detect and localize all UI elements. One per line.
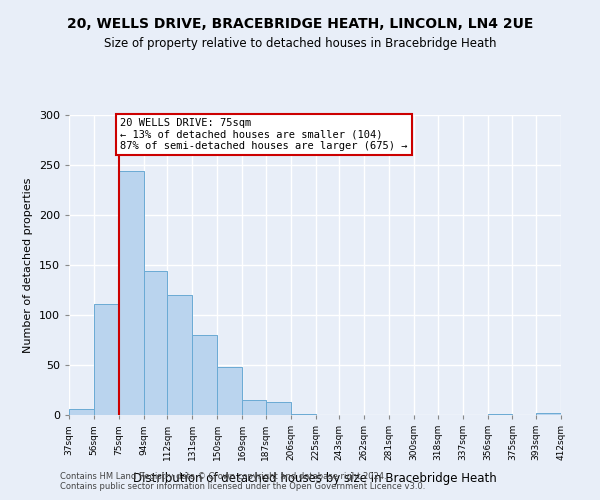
Bar	[94, 304, 119, 415]
Bar	[119, 171, 144, 415]
Bar	[217, 367, 242, 415]
Bar	[242, 400, 266, 415]
Y-axis label: Number of detached properties: Number of detached properties	[23, 178, 33, 352]
Text: Contains HM Land Registry data © Crown copyright and database right 2024.: Contains HM Land Registry data © Crown c…	[60, 472, 386, 481]
Bar	[291, 414, 316, 415]
Text: 20, WELLS DRIVE, BRACEBRIDGE HEATH, LINCOLN, LN4 2UE: 20, WELLS DRIVE, BRACEBRIDGE HEATH, LINC…	[67, 18, 533, 32]
X-axis label: Distribution of detached houses by size in Bracebridge Heath: Distribution of detached houses by size …	[133, 472, 497, 484]
Bar	[144, 271, 167, 415]
Text: Size of property relative to detached houses in Bracebridge Heath: Size of property relative to detached ho…	[104, 38, 496, 51]
Bar	[167, 295, 193, 415]
Text: 20 WELLS DRIVE: 75sqm
← 13% of detached houses are smaller (104)
87% of semi-det: 20 WELLS DRIVE: 75sqm ← 13% of detached …	[120, 118, 407, 151]
Bar	[266, 402, 291, 415]
Text: Contains public sector information licensed under the Open Government Licence v3: Contains public sector information licen…	[60, 482, 425, 491]
Bar	[536, 413, 561, 415]
Bar	[69, 409, 94, 415]
Bar	[193, 335, 217, 415]
Bar	[488, 414, 512, 415]
